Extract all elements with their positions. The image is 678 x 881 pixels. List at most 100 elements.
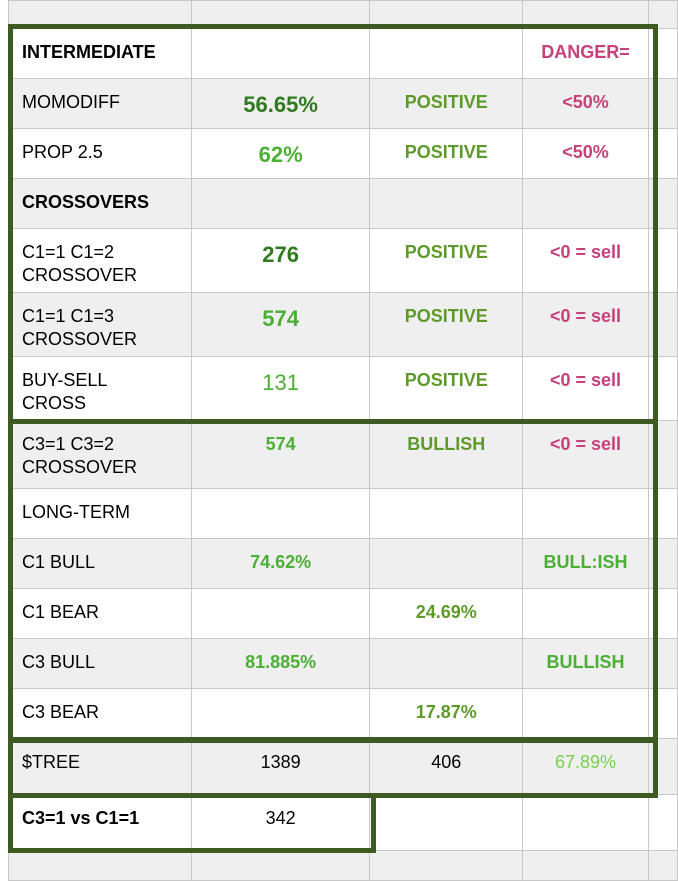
value-cell[interactable]: 574: [190, 292, 371, 357]
cell-text: PROP 2.5: [22, 142, 103, 162]
value-cell[interactable]: BULLISH: [522, 638, 649, 689]
row-label-cell[interactable]: C3 BULL: [8, 638, 192, 689]
cell-text: BUY-SELL: [22, 370, 108, 390]
value-cell[interactable]: [647, 538, 678, 589]
value-cell[interactable]: BULLISH: [369, 420, 524, 489]
value-cell[interactable]: [647, 356, 678, 421]
row-label-cell[interactable]: C1 BEAR: [8, 588, 192, 639]
value-cell[interactable]: [647, 28, 678, 79]
value-cell[interactable]: [190, 0, 371, 29]
cell-text: [649, 180, 676, 192]
value-cell[interactable]: 1389: [190, 738, 371, 795]
value-cell[interactable]: [190, 850, 371, 881]
row-label-cell[interactable]: C1 BULL: [8, 538, 192, 589]
value-cell[interactable]: POSITIVE: [369, 356, 524, 421]
value-cell[interactable]: [522, 688, 649, 739]
value-cell[interactable]: [647, 292, 678, 357]
value-cell[interactable]: [369, 538, 524, 589]
cell-text: POSITIVE: [404, 242, 488, 262]
value-cell[interactable]: 74.62%: [190, 538, 371, 589]
value-cell[interactable]: [190, 688, 371, 739]
value-cell[interactable]: 81.885%: [190, 638, 371, 689]
row-label-cell[interactable]: C3=1 C3=2 CROSSOVER: [8, 420, 192, 489]
cell-text: [649, 30, 676, 42]
row-label-cell[interactable]: C3 BEAR: [8, 688, 192, 739]
value-cell[interactable]: <0 = sell: [522, 228, 649, 293]
value-cell[interactable]: [522, 488, 649, 539]
row-label-cell[interactable]: PROP 2.5: [8, 128, 192, 179]
row-label-cell[interactable]: C1=1 C1=3 CROSSOVER: [8, 292, 192, 357]
value-cell[interactable]: 342: [190, 794, 371, 851]
value-cell[interactable]: 276: [190, 228, 371, 293]
value-cell[interactable]: [647, 488, 678, 539]
value-cell[interactable]: [369, 850, 524, 881]
value-cell[interactable]: [647, 638, 678, 689]
value-cell[interactable]: 56.65%: [190, 78, 371, 129]
cell-text: 81.885%: [245, 652, 317, 672]
value-cell[interactable]: [369, 794, 524, 851]
value-cell[interactable]: <0 = sell: [522, 420, 649, 489]
row-label-cell[interactable]: $TREE: [8, 738, 192, 795]
value-cell[interactable]: 24.69%: [369, 588, 524, 639]
value-cell[interactable]: [522, 794, 649, 851]
value-cell[interactable]: [522, 850, 649, 881]
value-cell[interactable]: <0 = sell: [522, 292, 649, 357]
value-cell[interactable]: <50%: [522, 78, 649, 129]
value-cell[interactable]: [369, 178, 524, 229]
value-cell[interactable]: POSITIVE: [369, 78, 524, 129]
value-cell[interactable]: [369, 488, 524, 539]
value-cell[interactable]: [647, 588, 678, 639]
value-cell[interactable]: BULL:ISH: [522, 538, 649, 589]
cell-text: [192, 490, 369, 502]
row-label-cell[interactable]: C1=1 C1=2 CROSSOVER: [8, 228, 192, 293]
table-row: C1 BULL 74.62% BULL:ISH: [8, 538, 678, 589]
value-cell[interactable]: [522, 178, 649, 229]
value-cell[interactable]: [647, 178, 678, 229]
row-label-cell[interactable]: INTERMEDIATE: [8, 28, 192, 79]
value-cell[interactable]: [647, 794, 678, 851]
value-cell[interactable]: POSITIVE: [369, 128, 524, 179]
value-cell[interactable]: <50%: [522, 128, 649, 179]
value-cell[interactable]: 17.87%: [369, 688, 524, 739]
value-cell[interactable]: DANGER=: [522, 28, 649, 79]
row-label-cell[interactable]: LONG-TERM: [8, 488, 192, 539]
value-cell[interactable]: [369, 0, 524, 29]
value-cell[interactable]: POSITIVE: [369, 292, 524, 357]
value-cell[interactable]: 62%: [190, 128, 371, 179]
row-label-cell[interactable]: C3=1 vs C1=1: [8, 794, 192, 851]
value-cell[interactable]: <0 = sell: [522, 356, 649, 421]
value-cell[interactable]: [190, 588, 371, 639]
cell-text: [649, 422, 676, 434]
value-cell[interactable]: [647, 0, 678, 29]
row-label-cell[interactable]: [8, 0, 192, 29]
value-cell[interactable]: [647, 78, 678, 129]
value-cell[interactable]: [522, 0, 649, 29]
value-cell[interactable]: [190, 28, 371, 79]
value-cell[interactable]: [647, 688, 678, 739]
cell-text: [192, 180, 369, 192]
table-row: C3 BEAR 17.87%: [8, 688, 678, 739]
cell-text: [524, 2, 648, 14]
value-cell[interactable]: 131: [190, 356, 371, 421]
value-cell[interactable]: 67.89%: [522, 738, 649, 795]
row-label-cell[interactable]: BUY-SELL CROSS: [8, 356, 192, 421]
value-cell[interactable]: [647, 850, 678, 881]
cell-text: 74.62%: [250, 552, 312, 572]
value-cell[interactable]: 406: [369, 738, 524, 795]
row-label-cell[interactable]: CROSSOVERS: [8, 178, 192, 229]
value-cell[interactable]: [190, 488, 371, 539]
value-cell[interactable]: POSITIVE: [369, 228, 524, 293]
row-label-cell[interactable]: [8, 850, 192, 881]
value-cell[interactable]: [369, 638, 524, 689]
value-cell[interactable]: [647, 228, 678, 293]
row-label-cell[interactable]: MOMODIFF: [8, 78, 192, 129]
cell-text: C1=1 C1=2: [22, 242, 115, 262]
value-cell[interactable]: [647, 738, 678, 795]
value-cell[interactable]: 574: [190, 420, 371, 489]
value-cell[interactable]: [647, 128, 678, 179]
value-cell[interactable]: [522, 588, 649, 639]
value-cell[interactable]: [190, 178, 371, 229]
cell-text: [371, 180, 522, 192]
value-cell[interactable]: [369, 28, 524, 79]
value-cell[interactable]: [647, 420, 678, 489]
